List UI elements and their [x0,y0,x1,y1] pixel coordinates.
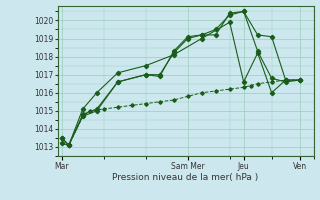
X-axis label: Pression niveau de la mer( hPa ): Pression niveau de la mer( hPa ) [112,173,259,182]
